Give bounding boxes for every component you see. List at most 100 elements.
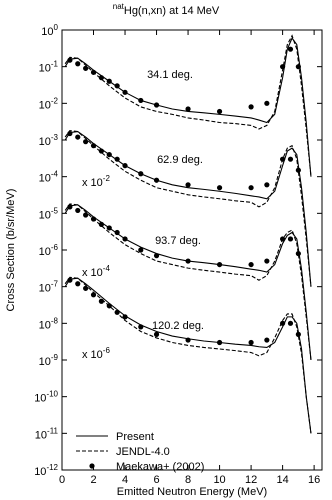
x-tick-label: 10	[213, 474, 225, 486]
data-point	[185, 337, 191, 343]
superscript: -11	[47, 426, 59, 435]
data-point	[67, 57, 73, 63]
data-point	[67, 277, 73, 283]
data-point	[264, 100, 270, 106]
data-point	[287, 46, 294, 52]
data-point	[122, 236, 128, 242]
data-point	[248, 185, 254, 191]
superscript: nat	[113, 2, 125, 11]
text-part: 10	[41, 26, 53, 38]
superscript: -3	[51, 133, 59, 142]
data-point	[83, 65, 89, 71]
data-point	[75, 281, 81, 287]
text-part: 10	[39, 356, 51, 368]
data-point	[153, 331, 160, 337]
data-point	[248, 261, 254, 268]
scale-label: x 10-4	[82, 264, 110, 279]
y-tick-label: 100	[41, 23, 58, 38]
data-line	[64, 203, 312, 361]
y-tick-label: 10-8	[39, 316, 59, 331]
data-point	[98, 298, 104, 304]
angle-label: 34.1 deg.	[147, 69, 193, 81]
data-point	[216, 339, 223, 346]
text-part: Hg(n,xn) at 14 MeV	[124, 5, 220, 17]
text-part: x 10	[82, 267, 103, 279]
data-line	[64, 204, 312, 361]
y-tick-label: 10-10	[34, 390, 58, 405]
data-point	[75, 134, 81, 140]
text-part: 10	[39, 319, 51, 331]
superscript: -10	[46, 390, 58, 399]
superscript: -9	[51, 353, 59, 362]
x-tick-label: 8	[185, 474, 191, 486]
superscript: -5	[51, 206, 59, 215]
x-tick-label: 12	[245, 474, 257, 486]
superscript: -6	[51, 243, 59, 252]
angle-label: 93.7 deg.	[155, 235, 201, 247]
superscript: -4	[51, 170, 59, 179]
data-point	[106, 303, 112, 309]
data-point	[295, 250, 301, 257]
superscript: -12	[46, 463, 58, 472]
legend-label: JENDL-4.0	[116, 446, 170, 458]
text-part: 10	[34, 393, 46, 405]
y-tick-label: 10-1	[39, 60, 59, 75]
legend-marker	[89, 463, 95, 469]
superscript: -4	[103, 264, 111, 273]
data-point	[287, 320, 294, 326]
legend-label: Maekawa+ (2002)	[116, 461, 204, 473]
data-point	[138, 247, 144, 253]
text-part: x 10	[82, 177, 103, 189]
data-point	[216, 261, 223, 268]
scale-label: x 10-2	[82, 174, 110, 189]
angle-label: 120.2 deg.	[152, 320, 204, 332]
data-point	[216, 108, 223, 115]
data-point	[114, 156, 120, 162]
data-point	[185, 258, 191, 264]
data-point	[90, 216, 97, 222]
data-point	[280, 320, 286, 326]
data-point	[295, 64, 301, 70]
x-axis-label: Emitted Neutron Energy (MeV)	[117, 486, 267, 498]
angle-label: 62.9 deg.	[157, 154, 203, 166]
y-axis-label: Cross Section (b/sr/MeV)	[5, 189, 17, 312]
text-part: x 10	[82, 349, 103, 361]
y-tick-label: 10-3	[39, 133, 59, 148]
data-point	[185, 106, 191, 112]
data-point	[122, 314, 128, 320]
text-part: 10	[39, 246, 51, 258]
x-tick-label: 16	[308, 474, 320, 486]
data-point	[90, 69, 97, 75]
data-point	[153, 177, 160, 183]
superscript: -2	[103, 174, 111, 183]
superscript: 0	[54, 23, 59, 32]
data-point	[98, 221, 104, 227]
data-point	[248, 339, 254, 346]
data-point	[280, 156, 286, 162]
data-point	[106, 225, 112, 231]
y-tick-label: 10-2	[39, 96, 59, 111]
chart-title: natHg(n,xn) at 14 MeV	[113, 2, 220, 17]
data-point	[122, 89, 128, 95]
data-point	[280, 64, 286, 70]
text-part: 10	[39, 209, 51, 221]
scale-label: x 10-6	[82, 346, 110, 361]
data-point	[122, 163, 128, 169]
y-tick-label: 10-4	[39, 170, 59, 185]
x-tick-label: 0	[59, 474, 65, 486]
data-point	[287, 236, 294, 242]
data-point	[264, 258, 270, 264]
data-point	[295, 167, 301, 173]
data-point	[264, 182, 270, 188]
text-part: 10	[39, 99, 51, 111]
data-point	[83, 139, 89, 145]
y-tick-label: 10-12	[34, 463, 58, 478]
data-point	[114, 309, 120, 315]
text-part: 10	[39, 283, 51, 295]
data-point	[248, 104, 254, 110]
plot-frame	[61, 29, 323, 471]
data-point	[153, 102, 160, 108]
data-point	[280, 236, 286, 242]
data-point	[185, 182, 191, 188]
